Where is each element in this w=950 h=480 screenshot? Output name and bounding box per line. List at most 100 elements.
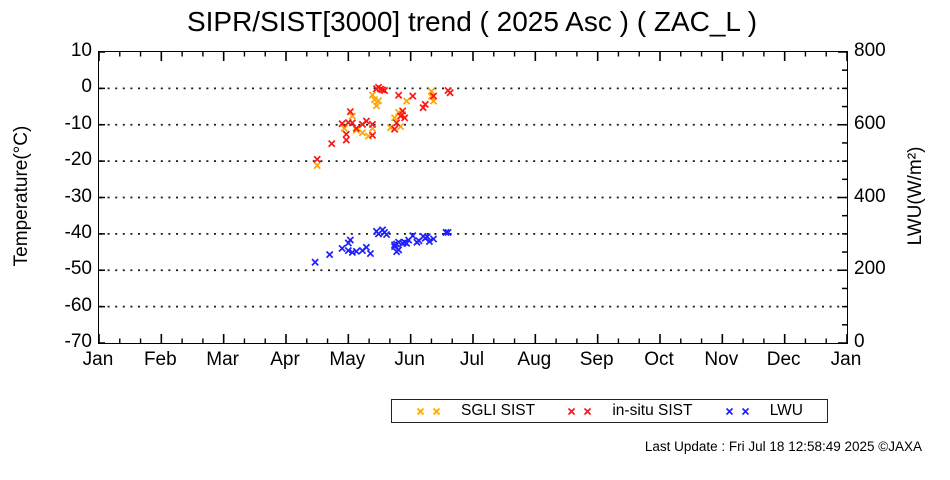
scatter-point: [362, 117, 371, 125]
scatter-point: [382, 230, 391, 239]
x-axis-tick-label: Oct: [644, 349, 674, 370]
scatter-point: [442, 228, 450, 237]
scatter-point: [429, 235, 438, 243]
scatter-point: [402, 97, 411, 105]
x-axis-tick-label: Sep: [579, 349, 614, 370]
scatter-point: [358, 129, 367, 137]
series-sgli-sist: [313, 87, 438, 170]
x-axis-tick-label: Jun: [394, 349, 425, 370]
scatter-point: [409, 92, 417, 100]
x-marker-icon: [416, 407, 441, 416]
scatter-point: [374, 97, 383, 105]
y-axis-left-tick-label: 10: [70, 40, 92, 61]
legend-item-lwu: LWU: [725, 402, 803, 420]
x-axis-tick-label: Aug: [517, 349, 552, 370]
scatter-point: [340, 124, 348, 133]
scatter-point: [380, 86, 389, 95]
scatter-point: [429, 92, 438, 100]
scatter-point: [313, 155, 321, 164]
y-axis-right-tick-label: 200: [854, 258, 886, 280]
plot-canvas: [99, 52, 847, 343]
x-axis-tick-label: Feb: [143, 349, 177, 370]
legend-item-sgli-sist: SGLI SIST: [416, 402, 535, 420]
series-in-situ-sist: [313, 83, 454, 164]
y-axis-left-tick-label: -40: [64, 221, 92, 243]
left-axis-label: Temperature(°C): [11, 125, 32, 267]
scatter-point: [425, 237, 434, 246]
y-axis-left-tick-label: -60: [64, 294, 92, 316]
scatter-point: [352, 126, 361, 134]
right-axis-label: LWU(W/m²): [905, 146, 926, 246]
x-axis-tick-label: Apr: [270, 349, 300, 370]
x-axis-tick-label: Mar: [206, 349, 240, 370]
y-axis-left-tick-label: -10: [64, 112, 92, 134]
scatter-point: [348, 119, 357, 127]
scatter-point: [394, 108, 403, 117]
scatter-point: [366, 249, 375, 258]
scatter-point: [342, 136, 350, 144]
y-axis-left-tick-label: -50: [64, 258, 92, 280]
chart-title: SIPR/SIST[3000] trend ( 2025 Asc ) ( ZAC…: [186, 6, 758, 37]
scatter-point: [352, 247, 361, 256]
scatter-point: [378, 86, 387, 94]
x-axis-tick-label: Jul: [459, 349, 485, 370]
scatter-point: [421, 100, 429, 109]
scatter-point: [444, 228, 452, 237]
y-axis-left-tick-label: 0: [81, 76, 92, 98]
x-axis-tick-label: Nov: [704, 349, 739, 370]
scatter-point: [400, 114, 409, 122]
scatter-point: [311, 258, 319, 266]
scatter-point: [409, 231, 417, 240]
x-marker-icon: [432, 407, 441, 415]
x-axis-tick-label: Jan: [830, 349, 862, 370]
scatter-point: [427, 92, 436, 101]
x-axis-tick-label: May: [329, 349, 366, 370]
last-update-text: Last Update : Fri Jul 18 12:58:49 2025 ©…: [644, 439, 922, 454]
scatter-point: [394, 91, 403, 99]
scatter-point: [338, 119, 346, 128]
x-axis-tick-label: Dec: [766, 349, 801, 370]
x-marker-icon: [741, 407, 749, 415]
legend-label: SGLI SIST: [461, 402, 536, 419]
x-marker-icon: [584, 407, 592, 415]
scatter-point: [352, 124, 361, 133]
legend-item-in-situ-sist: in-situ SIST: [567, 402, 692, 420]
x-marker-icon: [725, 407, 750, 416]
scatter-point: [396, 112, 405, 120]
scatter-point: [368, 131, 377, 139]
scatter-point: [325, 250, 334, 259]
legend-box: SGLI SIST in-situ SIST LWU: [391, 399, 828, 423]
plot-area: [98, 51, 848, 344]
scatter-point: [390, 114, 399, 122]
scatter-point: [348, 112, 357, 120]
x-axis-tick-label: Jan: [82, 349, 114, 370]
y-axis-right-tick-label: 0: [854, 331, 865, 352]
y-axis-left-tick-label: -30: [64, 185, 92, 207]
scatter-point: [392, 119, 401, 127]
scatter-point: [346, 107, 355, 116]
legend-label: LWU: [769, 402, 803, 419]
x-marker-icon: [568, 407, 576, 415]
scatter-point: [394, 246, 403, 254]
y-axis-left-tick-label: -20: [64, 149, 92, 171]
scatter-point: [372, 102, 381, 110]
scatter-point: [423, 233, 431, 241]
scatter-point: [376, 85, 385, 93]
scatter-point: [338, 244, 346, 253]
scatter-point: [313, 161, 321, 170]
y-axis-right-tick-label: 800: [854, 40, 886, 61]
scatter-point: [386, 123, 395, 132]
y-axis-left-tick-label: -70: [64, 331, 92, 352]
scatter-point: [368, 91, 377, 99]
x-marker-icon: [725, 407, 733, 415]
series-lwu: [311, 226, 452, 266]
x-marker-icon: [416, 407, 425, 415]
scatter-point: [398, 107, 407, 115]
scatter-point: [342, 130, 350, 138]
scatter-point: [446, 89, 454, 97]
scatter-point: [346, 236, 355, 244]
scatter-point: [368, 120, 377, 129]
scatter-point: [328, 139, 336, 148]
scatter-point: [344, 246, 353, 255]
